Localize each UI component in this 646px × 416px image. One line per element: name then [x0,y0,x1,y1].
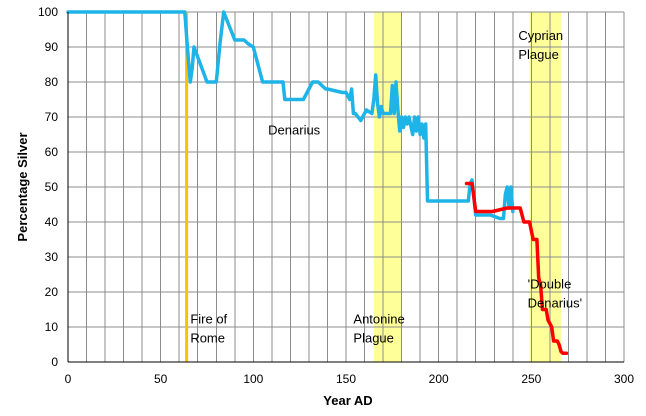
y-tick-label: 0 [51,355,58,369]
y-tick-label: 70 [45,110,59,124]
tick-labels: 0 50 100 150 200 250 300 0 10 20 30 40 50 60 70 80 90 100 [38,5,634,386]
annotation-0: Denarius [268,123,321,138]
y-tick-label: 40 [45,215,59,229]
y-tick-label: 20 [45,285,59,299]
x-axis-title: Year AD [323,393,372,408]
y-tick-label: 100 [38,5,58,19]
x-tick-label: 0 [65,372,72,386]
x-tick-label: 250 [521,372,541,386]
series-lines [66,10,569,356]
y-tick-label: 10 [45,320,59,334]
gridlines [67,11,625,363]
x-tick-label: 150 [336,372,356,386]
y-tick-label: 60 [45,145,59,159]
y-tick-label: 30 [45,250,59,264]
y-tick-label: 80 [45,75,59,89]
axes [67,12,624,363]
annotation-4: 'Double Denarius' [528,277,583,311]
annotation-1: Fire of Rome [190,312,227,346]
annotation-2: Antonine Plague [353,312,404,346]
x-tick-label: 300 [614,372,634,386]
y-tick-label: 90 [45,40,59,54]
annotation-3: Cyprian Plague [518,28,563,62]
x-tick-label: 200 [429,372,449,386]
series-line-0 [66,10,515,221]
x-tick-label: 100 [243,372,263,386]
series-line-1 [464,181,569,356]
annotations: Denarius Fire of Rome Antonine Plague Cyprian… [190,28,582,346]
x-tick-label: 50 [154,372,168,386]
y-tick-label: 50 [45,180,59,194]
y-axis-title: Percentage Silver [15,132,30,241]
